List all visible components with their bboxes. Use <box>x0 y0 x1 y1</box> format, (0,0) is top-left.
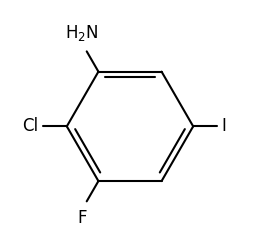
Text: H$_2$N: H$_2$N <box>65 23 99 43</box>
Text: I: I <box>221 117 226 135</box>
Text: Cl: Cl <box>23 117 39 135</box>
Text: F: F <box>77 209 87 227</box>
